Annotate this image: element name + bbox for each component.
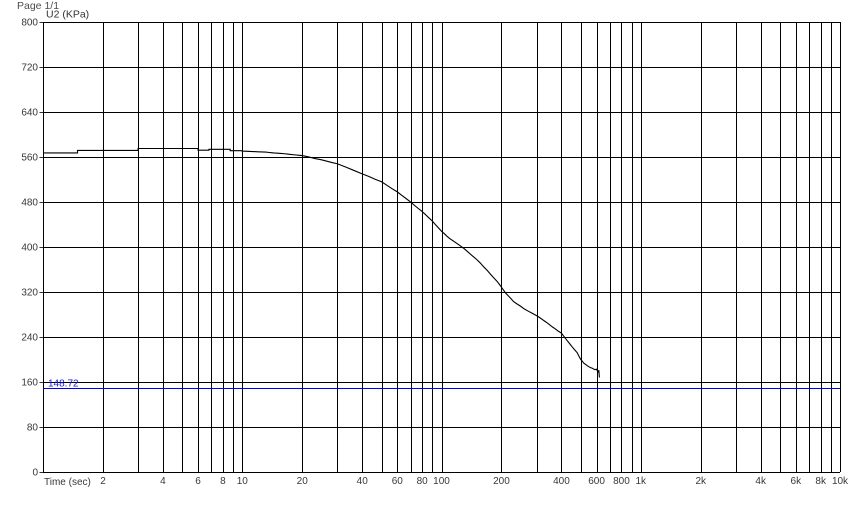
svg-text:4: 4 <box>160 476 166 487</box>
svg-text:40: 40 <box>357 476 369 487</box>
svg-text:160: 160 <box>21 378 38 389</box>
svg-text:20: 20 <box>297 476 309 487</box>
svg-text:200: 200 <box>493 476 510 487</box>
svg-text:560: 560 <box>21 153 38 164</box>
svg-text:240: 240 <box>21 333 38 344</box>
svg-text:720: 720 <box>21 63 38 74</box>
svg-text:80: 80 <box>417 476 429 487</box>
svg-text:60: 60 <box>392 476 404 487</box>
svg-text:10k: 10k <box>832 476 849 487</box>
svg-text:8: 8 <box>220 476 226 487</box>
svg-text:10: 10 <box>237 476 249 487</box>
svg-text:6: 6 <box>195 476 201 487</box>
svg-text:0: 0 <box>32 468 38 479</box>
svg-text:8k: 8k <box>815 476 827 487</box>
svg-text:80: 80 <box>27 423 39 434</box>
svg-text:2: 2 <box>100 476 106 487</box>
svg-text:800: 800 <box>21 18 38 29</box>
svg-text:400: 400 <box>553 476 570 487</box>
svg-text:600: 600 <box>588 476 605 487</box>
svg-text:320: 320 <box>21 288 38 299</box>
svg-text:480: 480 <box>21 198 38 209</box>
svg-text:148.72: 148.72 <box>48 378 79 389</box>
svg-text:400: 400 <box>21 243 38 254</box>
svg-text:100: 100 <box>433 476 450 487</box>
svg-text:4k: 4k <box>755 476 767 487</box>
svg-text:U2 (KPa): U2 (KPa) <box>46 9 89 21</box>
svg-text:6k: 6k <box>791 476 803 487</box>
svg-text:2k: 2k <box>695 476 707 487</box>
svg-text:Time (sec): Time (sec) <box>44 477 91 488</box>
svg-text:800: 800 <box>613 476 630 487</box>
svg-text:1k: 1k <box>635 476 647 487</box>
svg-text:640: 640 <box>21 108 38 119</box>
